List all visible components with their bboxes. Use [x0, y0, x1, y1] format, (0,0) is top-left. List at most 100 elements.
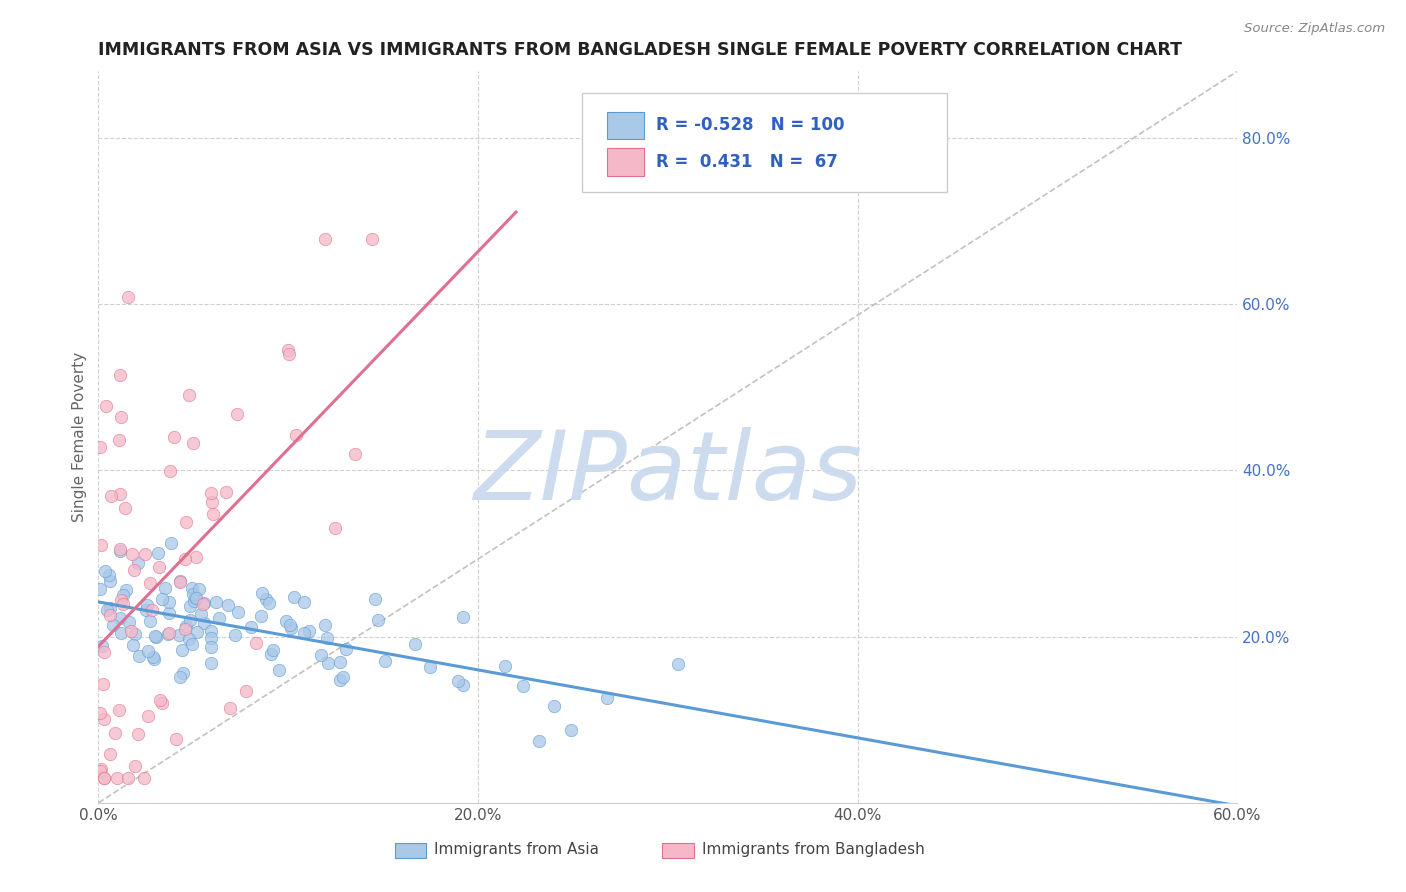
Point [316, 656, 339, 670]
Point [93, 564, 115, 578]
Point [453, 678, 475, 692]
Point [277, 346, 299, 360]
Point [169, 575, 191, 590]
Point [560, 723, 582, 737]
Point [142, 650, 165, 665]
Point [128, 648, 150, 663]
Point [335, 642, 357, 657]
Point [108, 433, 131, 447]
Point [134, 771, 156, 785]
Point [179, 599, 201, 613]
Point [93, 771, 115, 785]
Text: R = -0.528   N = 100: R = -0.528 N = 100 [657, 117, 845, 135]
Point [176, 516, 198, 530]
Point [136, 708, 159, 723]
Point [292, 595, 315, 609]
Point [200, 486, 222, 500]
FancyBboxPatch shape [582, 94, 946, 192]
Point [177, 387, 200, 401]
Point [89, 582, 111, 596]
Point [172, 666, 194, 681]
Point [183, 594, 205, 608]
Point [160, 536, 183, 550]
Point [201, 508, 224, 522]
Point [101, 618, 124, 632]
Point [193, 596, 215, 610]
Point [329, 673, 352, 687]
Point [278, 618, 301, 632]
Point [124, 627, 146, 641]
Point [200, 632, 222, 646]
Point [112, 597, 135, 611]
Point [156, 626, 179, 640]
Point [186, 591, 208, 606]
Point [200, 624, 222, 638]
Point [180, 581, 202, 595]
Point [309, 648, 332, 662]
Point [447, 673, 470, 688]
Text: Immigrants from Asia: Immigrants from Asia [434, 842, 599, 857]
Point [188, 582, 211, 596]
Point [117, 290, 139, 304]
Point [360, 232, 382, 246]
Point [163, 430, 186, 444]
Point [145, 631, 167, 645]
Point [240, 620, 263, 634]
Point [97, 567, 120, 582]
Point [179, 613, 201, 627]
Point [200, 640, 222, 654]
Point [108, 543, 131, 558]
Point [114, 500, 136, 515]
Point [200, 657, 222, 671]
Text: IMMIGRANTS FROM ASIA VS IMMIGRANTS FROM BANGLADESH SINGLE FEMALE POVERTY CORRELA: IMMIGRANTS FROM ASIA VS IMMIGRANTS FROM … [98, 41, 1182, 59]
Point [181, 587, 204, 601]
Point [110, 626, 132, 640]
FancyBboxPatch shape [607, 148, 644, 176]
Point [98, 607, 121, 622]
Text: Source: ZipAtlas.com: Source: ZipAtlas.com [1244, 22, 1385, 36]
Point [127, 556, 149, 570]
Point [186, 625, 208, 640]
Point [219, 701, 242, 715]
Point [250, 609, 273, 624]
Point [274, 614, 297, 628]
Point [254, 592, 277, 607]
Point [117, 771, 139, 785]
Point [208, 611, 231, 625]
Point [226, 605, 249, 619]
Point [136, 644, 159, 658]
Point [292, 626, 315, 640]
Point [98, 574, 121, 588]
Point [184, 590, 207, 604]
Point [543, 698, 565, 713]
Point [174, 619, 197, 633]
Point [150, 592, 173, 607]
Point [280, 621, 302, 635]
Point [90, 538, 112, 552]
Point [285, 428, 308, 442]
Point [214, 484, 236, 499]
Point [494, 659, 516, 673]
Point [120, 624, 142, 639]
Point [257, 596, 280, 610]
Point [138, 575, 160, 590]
Point [250, 586, 273, 600]
Point [121, 547, 143, 561]
Point [108, 611, 131, 625]
Point [451, 609, 474, 624]
Point [117, 615, 139, 629]
Point [332, 669, 354, 683]
Point [323, 521, 346, 535]
Point [157, 606, 180, 620]
Point [136, 599, 159, 613]
Point [110, 409, 132, 424]
Point [143, 630, 166, 644]
Point [181, 436, 204, 450]
Point [93, 771, 115, 785]
Point [191, 598, 214, 612]
Point [190, 607, 212, 621]
Point [108, 368, 131, 382]
Point [146, 546, 169, 560]
Point [201, 495, 224, 509]
Point [298, 624, 321, 639]
